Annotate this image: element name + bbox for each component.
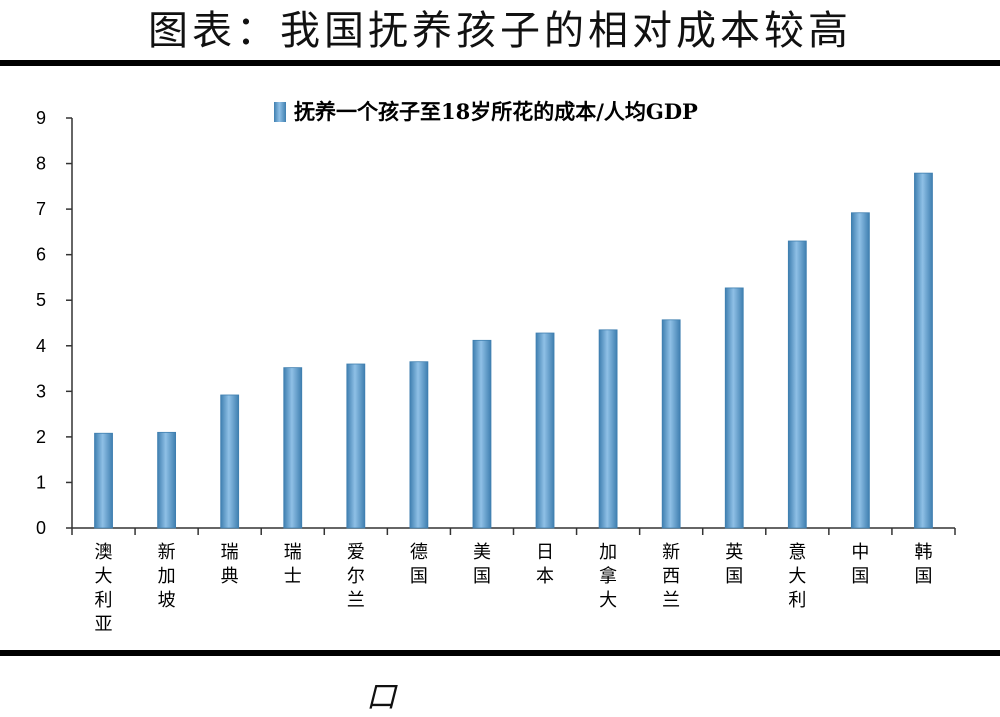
- y-tick-label: 4: [36, 336, 46, 356]
- x-tick-label: 美国: [473, 542, 491, 587]
- bar: [598, 329, 618, 529]
- bar: [283, 367, 303, 529]
- chart-legend: 抚养一个孩子至18岁所花的成本/人均GDP: [274, 99, 698, 124]
- x-tick-label: 新西兰: [662, 542, 680, 611]
- bar: [472, 339, 492, 529]
- bar: [787, 240, 807, 529]
- x-tick-label: 意大利: [788, 542, 806, 611]
- x-tick-label: 澳大利亚: [95, 542, 113, 635]
- bottom-divider: [0, 650, 1000, 656]
- y-tick-label: 7: [36, 199, 46, 219]
- bar: [157, 431, 177, 529]
- bar: [94, 432, 113, 529]
- x-tick-label: 加拿大: [599, 542, 617, 611]
- x-tick-label: 瑞士: [284, 542, 302, 587]
- bar: [220, 394, 240, 529]
- footer-mark: 口: [366, 680, 396, 715]
- x-tick-label: 英国: [725, 542, 743, 587]
- x-tick-label: 爱尔兰: [347, 542, 365, 611]
- y-axis: 0 1 2 3 4 5 6 7 8 9: [36, 108, 73, 538]
- y-tick-label: 2: [36, 427, 46, 447]
- y-tick-label: 3: [36, 381, 46, 401]
- bar: [850, 212, 870, 529]
- bar: [409, 361, 429, 529]
- legend-label: 抚养一个孩子至18岁所花的成本/人均GDP: [294, 99, 698, 124]
- y-tick-label: 8: [36, 154, 46, 174]
- legend-swatch: [274, 102, 286, 122]
- x-tick-label: 中国: [851, 542, 869, 587]
- bar: [535, 332, 555, 529]
- page-title: 图表：我国抚养孩子的相对成本较高: [148, 8, 852, 54]
- x-tick-label: 韩国: [914, 542, 932, 587]
- x-tick-label: 德国: [410, 542, 428, 587]
- y-tick-label: 1: [36, 472, 46, 492]
- y-tick-label: 6: [36, 245, 46, 265]
- bar: [914, 172, 933, 529]
- y-tick-label: 9: [36, 108, 46, 128]
- bar: [724, 287, 744, 529]
- x-tick-label: 日本: [536, 542, 554, 587]
- top-divider: [0, 60, 1000, 66]
- bar: [346, 363, 366, 529]
- bar: [661, 319, 681, 529]
- y-tick-label: 0: [36, 518, 46, 538]
- x-tick-label: 新加坡: [158, 542, 176, 611]
- bar-series: [94, 172, 933, 529]
- bar-chart: 抚养一个孩子至18岁所花的成本/人均GDP 0 1 2 3 4 5 6 7 8 9 澳大利亚 新加坡…: [36, 99, 956, 635]
- x-tick-label: 瑞典: [221, 542, 239, 587]
- y-tick-label: 5: [36, 290, 46, 310]
